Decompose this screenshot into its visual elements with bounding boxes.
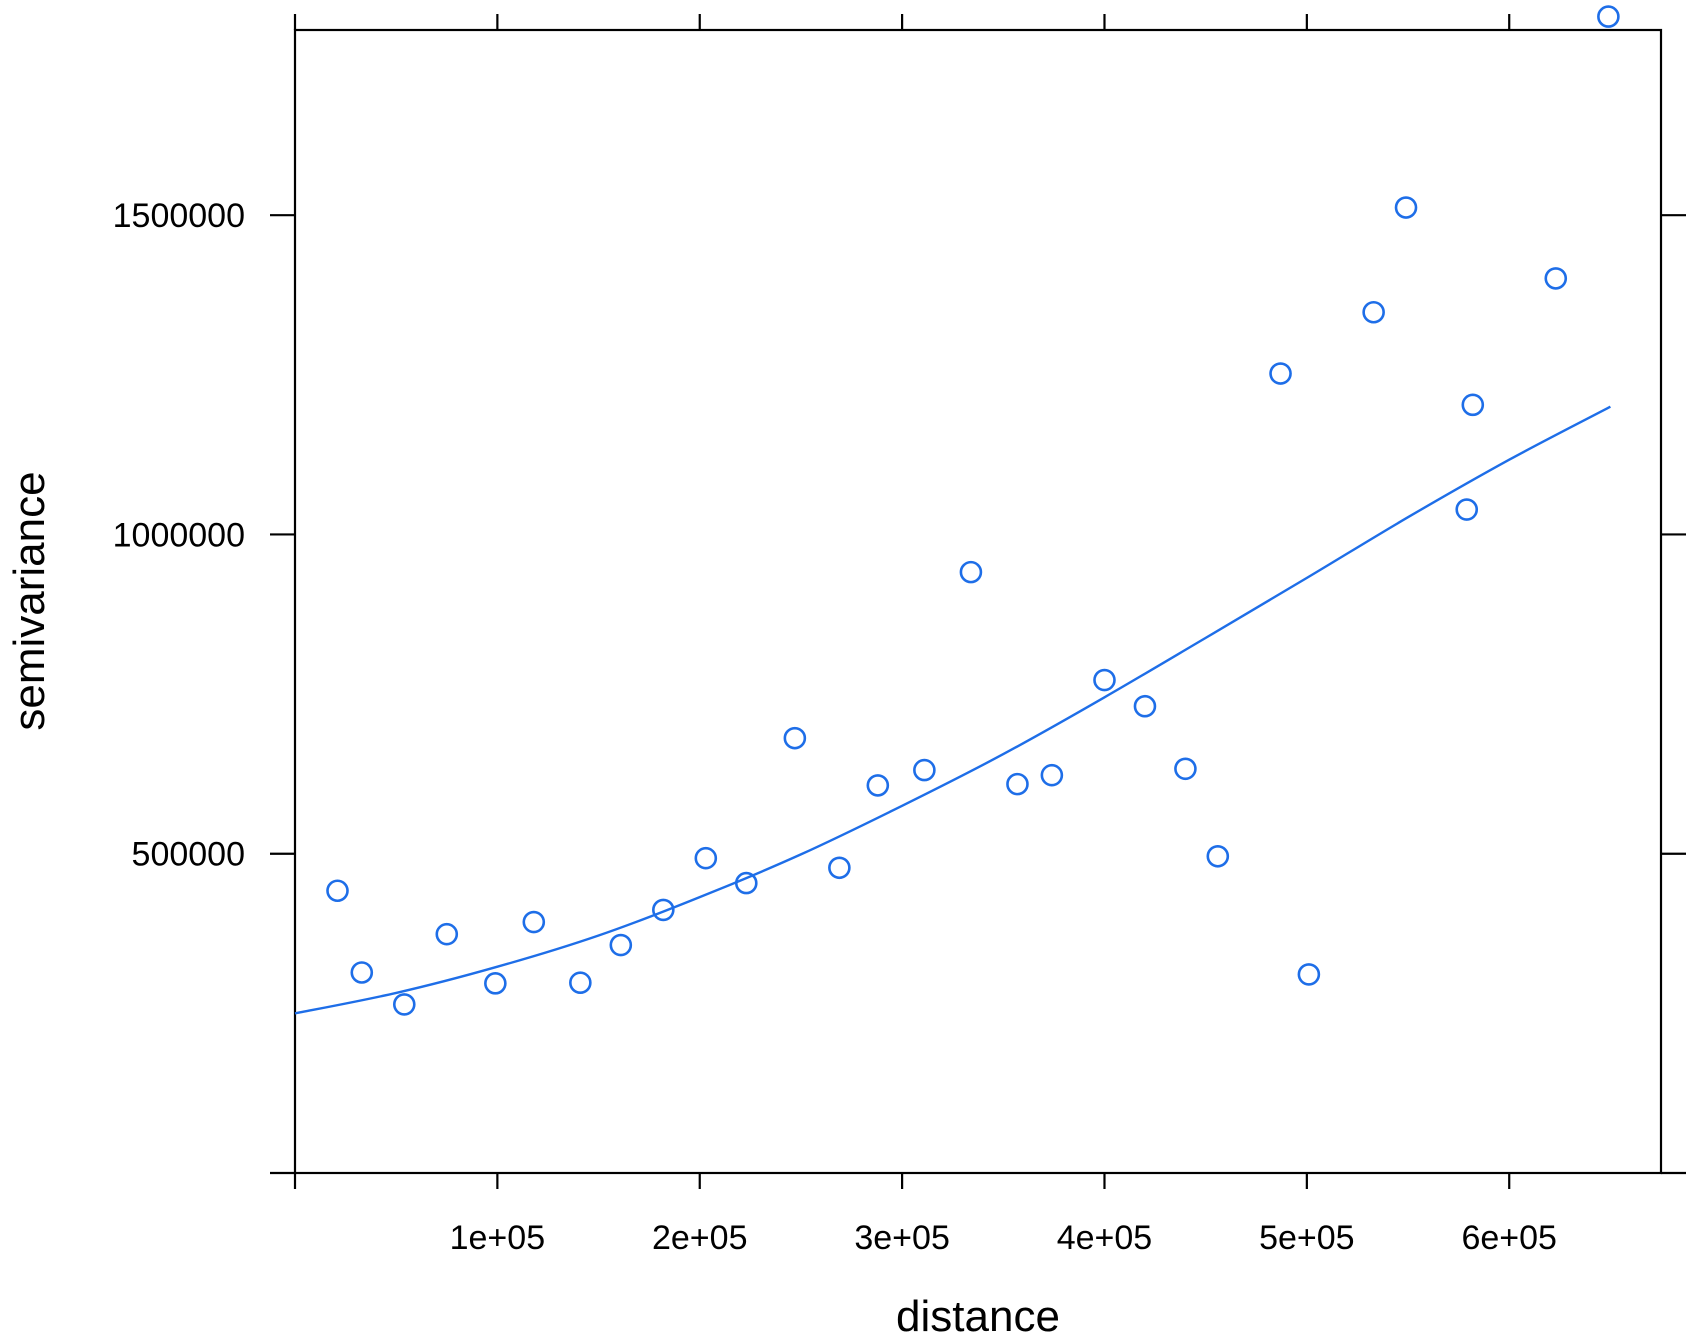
data-point [435,922,459,946]
data-point [734,871,758,895]
data-point [1461,393,1485,417]
data-point [1597,5,1620,28]
x-tick-label: 2e+05 [652,1219,748,1257]
data-point [1544,267,1568,290]
data-point [913,758,936,782]
data-point [1040,763,1064,787]
data-point [1206,844,1230,868]
data-point [1269,362,1292,385]
data-point [783,726,807,750]
data-point [1394,196,1418,219]
data-point [392,993,416,1016]
plot-frame [293,28,1663,1175]
data-point [959,560,983,584]
data-point [326,879,349,903]
data-point [652,898,675,922]
y-axis-title: semivariance [5,471,54,730]
data-point [484,972,507,995]
x-tick-label: 3e+05 [854,1219,950,1257]
data-point [866,774,890,797]
y-axis: 500000 1000000 1500000 [113,197,1686,1175]
data-point [1006,772,1029,796]
x-axis: 1e+05 2e+05 3e+05 4e+05 5e+05 6e+05 [293,14,1557,1257]
data-point [609,933,633,957]
data-point [1174,757,1197,781]
x-axis-title: distance [896,1292,1060,1340]
data-point [1455,498,1479,521]
x-tick-label: 5e+05 [1259,1219,1355,1257]
data-point [1133,694,1157,718]
data-point [1093,668,1116,692]
data-point [350,961,374,984]
data-points [326,5,1620,1016]
data-point [1362,300,1385,324]
data-point [828,856,851,880]
data-point [522,910,546,934]
data-point [569,971,592,995]
y-tick-label: 1000000 [113,516,245,554]
x-tick-label: 6e+05 [1461,1219,1557,1257]
x-tick-label: 1e+05 [450,1219,546,1257]
y-tick-label: 1500000 [113,197,245,235]
fitted-curve [294,405,1611,1015]
data-point [1297,963,1321,986]
y-tick-label: 500000 [132,836,245,874]
x-tick-label: 4e+05 [1057,1219,1153,1257]
data-point [694,846,718,870]
